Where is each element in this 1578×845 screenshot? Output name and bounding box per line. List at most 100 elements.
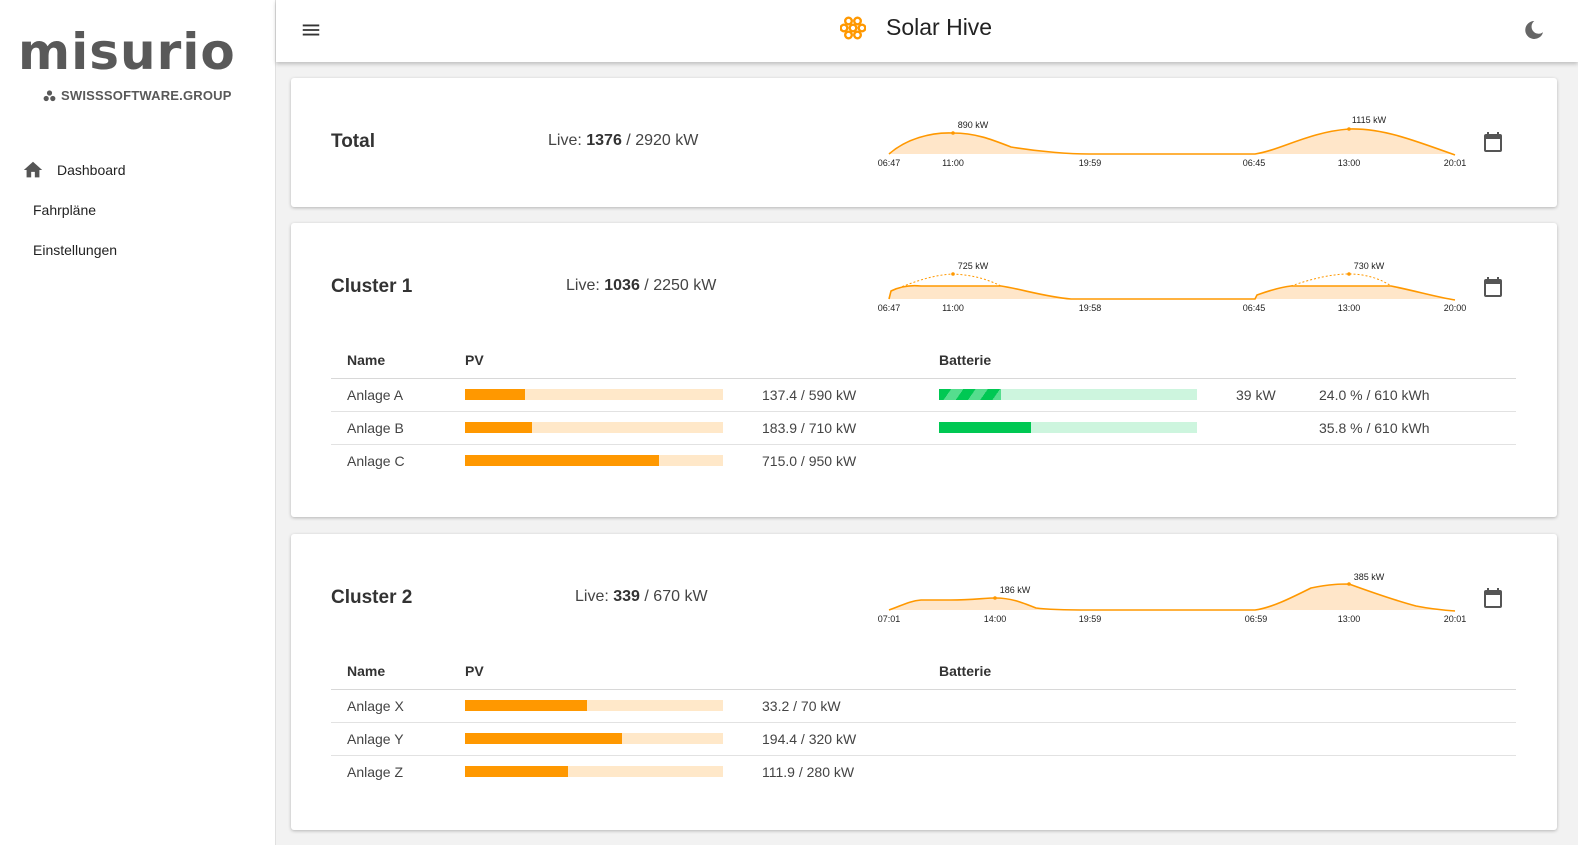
peak-marker [951,272,955,276]
battery-state: 35.8 % / 610 kWh [1303,411,1516,445]
live-value: 339 [613,588,640,605]
forecast-line [1290,273,1392,287]
calendar-icon[interactable] [1481,586,1505,610]
pv-bar [465,455,723,467]
plant-name: Anlage Z [347,763,404,780]
battery-cell [923,689,1220,723]
pv-bar-fill [465,422,532,433]
battery-cell [923,378,1220,412]
battery-power [1220,444,1303,477]
battery-bar [939,389,1197,400]
peak-marker [951,131,955,135]
column-header-battery-state [1303,343,1516,379]
card-title: Cluster 1 [331,276,413,297]
sidebar-nav: Dashboard Fahrpläne Einstellungen [0,150,275,270]
live-label: Live: [575,588,609,605]
live-value: 1376 [586,132,622,149]
table-row[interactable]: Anlage A 137.4 / 590 kW 39 kW 24.0 % / 6… [331,378,1516,412]
production-sparkline: 186 kW 385 kW 07:01 14:00 19:59 06:59 13… [878,572,1467,624]
calendar-icon[interactable] [1481,130,1505,154]
sidebar-item-einstellungen[interactable]: Einstellungen [0,230,275,270]
production-sparkline: 890 kW 1115 kW 06:47 11:00 19:59 06:45 1… [878,115,1467,168]
battery-bar [939,422,1197,433]
live-power: Live: 1376 / 2920 kW [548,132,698,150]
table-row[interactable]: Anlage Y 194.4 / 320 kW [331,722,1516,756]
card-title: Total [331,131,375,152]
peak-label: 890 kW [958,120,989,130]
plant-name: Anlage B [331,411,449,445]
pv-bar-fill [465,700,588,711]
battery-cell [923,722,1220,756]
tick-label: 11:00 [942,303,964,313]
peak-label: 1115 kW [1352,115,1387,125]
plant-name: Anlage Y [331,722,449,756]
live-label: Live: [566,277,600,294]
menu-icon[interactable] [300,19,322,41]
column-header-name: Name [331,654,449,690]
table-row[interactable]: Anlage B 183.9 / 710 kW 35.8 % / 610 kWh [331,411,1516,445]
peak-label: 186 kW [1000,585,1031,595]
pv-bar [465,389,723,400]
pv-bar [465,700,723,711]
table-row[interactable]: Anlage Z 111.9 / 280 kW [331,755,1516,788]
tick-label: 07:01 [878,614,901,624]
battery-power [1220,689,1303,723]
battery-power: 39 kW [1220,378,1303,412]
tick-label: 19:58 [1079,303,1102,313]
battery-power [1220,722,1303,756]
tick-label: 20:01 [1444,158,1467,168]
tick-label: 06:45 [1243,158,1266,168]
calendar-icon[interactable] [1481,275,1505,299]
sidebar-item-dashboard[interactable]: Dashboard [0,150,275,190]
logo-subtext: SWISSSOFTWARE.GROUP [43,88,258,103]
column-header-pv: PV [449,343,746,379]
pv-cell [449,722,746,756]
sidebar-item-fahrplaene[interactable]: Fahrpläne [0,190,275,230]
column-header-pv: PV [449,654,746,690]
honeycomb-icon [840,16,866,40]
live-value: 1036 [604,277,640,294]
column-header-battery: Batterie [923,654,1220,690]
app-title: Solar Hive [840,14,992,41]
plant-name: Anlage X [331,689,449,723]
column-header-pv-value [746,343,923,379]
column-header-battery-power [1220,654,1303,690]
column-header-battery-state [1303,654,1516,690]
pv-value: 715.0 / 950 kW [762,452,857,469]
live-power: Live: 339 / 670 kW [575,588,708,606]
sparkline-area [889,584,1455,611]
card-total: Total Live: 1376 / 2920 kW 890 kW 1115 k… [291,78,1557,207]
battery-bar-fill [939,389,1001,400]
battery-cell [923,755,1220,788]
moon-icon[interactable] [1522,18,1546,42]
pv-value: 111.9 / 280 kW [762,763,855,780]
battery-state [1303,689,1516,723]
live-capacity: / 2920 kW [626,132,699,149]
plant-name: Anlage C [347,452,405,469]
tick-label: 11:00 [942,158,964,168]
card-cluster-2: Cluster 2 Live: 339 / 670 kW 186 kW 385 … [291,534,1557,830]
sidebar: misurio SWISSSOFTWARE.GROUP Dashboard Fa… [0,0,276,845]
tick-label: 06:45 [1243,303,1266,313]
table-row[interactable]: Anlage C 715.0 / 950 kW [331,444,1516,477]
tick-label: 13:00 [1338,303,1361,313]
misurio-logo[interactable]: misurio SWISSSOFTWARE.GROUP [18,24,258,103]
home-icon [23,161,43,178]
battery-state [1303,722,1516,756]
pv-value: 33.2 / 70 kW [746,689,923,723]
pv-cell [449,411,746,445]
tick-label: 19:59 [1079,158,1102,168]
sparkline-area [889,285,1455,300]
battery-state [1303,444,1516,477]
card-title: Cluster 2 [331,587,413,608]
pv-bar-fill [465,389,526,400]
logo-wordmark: misurio [18,23,236,81]
table-row[interactable]: Anlage X 33.2 / 70 kW [331,689,1516,723]
peak-label: 385 kW [1354,572,1385,582]
live-capacity: / 670 kW [644,588,708,605]
pv-bar [465,422,723,433]
pv-cell [449,444,746,477]
tick-label: 14:00 [984,614,1007,624]
live-power: Live: 1036 / 2250 kW [566,277,716,295]
pv-bar [465,733,723,744]
